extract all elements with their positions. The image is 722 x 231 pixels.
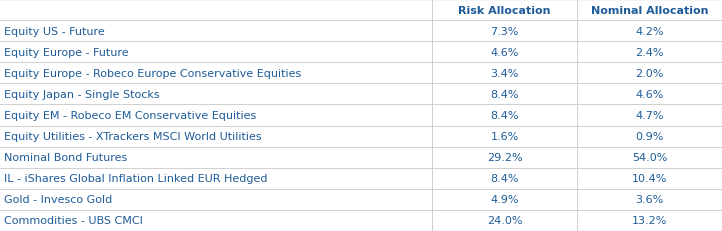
Text: Equity Utilities - XTrackers MSCI World Utilities: Equity Utilities - XTrackers MSCI World … (4, 131, 261, 141)
Text: Equity EM - Robeco EM Conservative Equities: Equity EM - Robeco EM Conservative Equit… (4, 110, 256, 121)
Text: 29.2%: 29.2% (487, 152, 522, 162)
Text: 8.4%: 8.4% (490, 173, 518, 183)
Text: Equity Japan - Single Stocks: Equity Japan - Single Stocks (4, 90, 160, 100)
Text: 2.0%: 2.0% (635, 69, 664, 79)
Text: 8.4%: 8.4% (490, 90, 518, 100)
Text: 10.4%: 10.4% (632, 173, 667, 183)
Text: 4.9%: 4.9% (490, 195, 518, 204)
Text: 4.6%: 4.6% (635, 90, 664, 100)
Text: 54.0%: 54.0% (632, 152, 667, 162)
Text: Gold - Invesco Gold: Gold - Invesco Gold (4, 195, 112, 204)
Text: Nominal Bond Futures: Nominal Bond Futures (4, 152, 127, 162)
Text: 3.6%: 3.6% (635, 195, 664, 204)
Text: Equity Europe - Future: Equity Europe - Future (4, 48, 129, 58)
Text: Equity US - Future: Equity US - Future (4, 27, 105, 36)
Text: Equity Europe - Robeco Europe Conservative Equities: Equity Europe - Robeco Europe Conservati… (4, 69, 301, 79)
Text: 24.0%: 24.0% (487, 216, 522, 225)
Text: 4.7%: 4.7% (635, 110, 664, 121)
Text: Nominal Allocation: Nominal Allocation (591, 6, 708, 15)
Text: 1.6%: 1.6% (490, 131, 518, 141)
Text: 13.2%: 13.2% (632, 216, 667, 225)
Text: 7.3%: 7.3% (490, 27, 518, 36)
Text: 4.6%: 4.6% (490, 48, 518, 58)
Text: 3.4%: 3.4% (490, 69, 518, 79)
Text: 8.4%: 8.4% (490, 110, 518, 121)
Text: 2.4%: 2.4% (635, 48, 664, 58)
Text: IL - iShares Global Inflation Linked EUR Hedged: IL - iShares Global Inflation Linked EUR… (4, 173, 267, 183)
Text: 0.9%: 0.9% (635, 131, 664, 141)
Text: 4.2%: 4.2% (635, 27, 664, 36)
Text: Risk Allocation: Risk Allocation (458, 6, 551, 15)
Text: Commodities - UBS CMCI: Commodities - UBS CMCI (4, 216, 143, 225)
